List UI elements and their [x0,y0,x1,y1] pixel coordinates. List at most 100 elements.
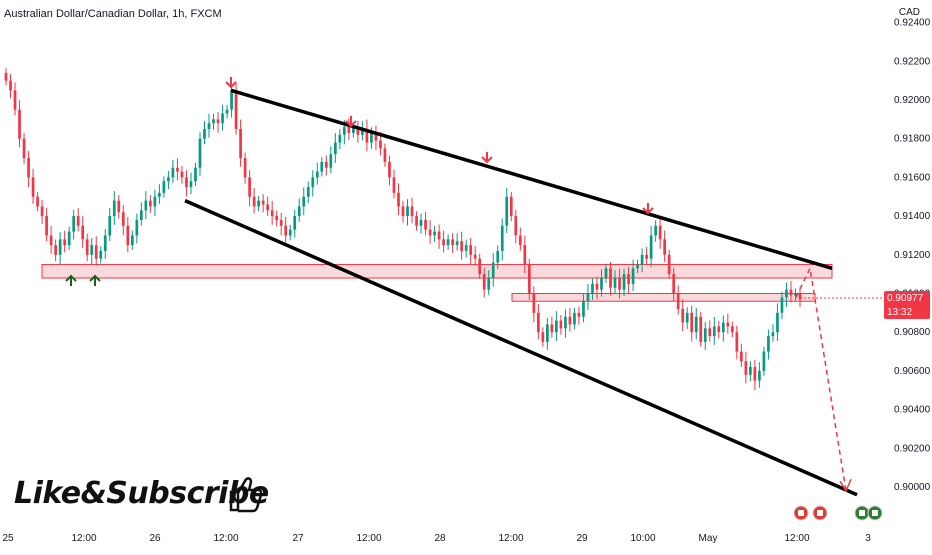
projection-arrowhead [839,478,852,493]
candle-body [604,268,608,279]
candle-body [194,167,197,182]
candle-body [63,239,67,246]
y-tick-label: 0.91800 [894,134,931,145]
candles [4,68,802,391]
candle-body [27,158,30,178]
candle-body [4,72,8,81]
candle-body [252,196,256,207]
candle-body [645,254,648,259]
candle-body [496,250,500,263]
candle-body [739,351,743,362]
x-tick-label: 27 [292,533,304,544]
candle-body [636,264,639,269]
candle-body [541,332,545,342]
x-tick-label: 12:00 [213,533,238,544]
candle-body [505,196,509,226]
candle-body [550,324,554,333]
candle-body [509,196,513,217]
candle-body [446,239,450,246]
candle-body [794,293,797,296]
candle-body [726,322,730,327]
candle-body [176,167,179,172]
candle-body [58,239,62,255]
candle-body [744,361,748,375]
candle-body [663,239,667,255]
y-tick-label: 0.91400 [894,211,931,222]
candle-body [415,216,418,226]
candle-body [257,200,260,207]
candle-body [153,196,157,207]
candle-body [780,297,784,313]
candle-body [609,268,612,288]
candle-body [248,177,251,197]
candle-body [36,196,39,207]
candle-body [730,326,734,333]
resistance-zone [41,263,833,279]
candle-body [658,225,662,240]
candle-body [49,235,53,246]
price-axis: 0.92400 0.92200 0.92000 0.91800 0.91600 0.914… [894,18,931,493]
candle-body [555,320,558,333]
candle-body [189,181,193,188]
candle-body [672,274,676,294]
x-tick-label: 12:00 [498,533,523,544]
y-tick-label: 0.92200 [894,56,931,67]
candle-body [112,200,116,217]
candle-body [320,161,324,172]
candle-body [324,161,328,168]
candle-body [627,274,630,284]
candle-body [342,127,346,135]
canada-flag-icon [793,505,809,521]
candle-body [347,127,351,133]
candle-body [577,312,581,317]
candle-body [559,320,563,329]
candle-body [297,206,301,217]
candle-body [81,225,85,240]
candle-body [749,367,752,375]
candle-body [302,196,306,207]
candle-body [185,177,188,188]
candle-body [532,293,536,313]
candle-body [22,138,26,159]
candle-body [514,216,518,236]
y-tick-label: 0.90600 [894,366,931,377]
candle-body [121,212,125,226]
candle-body [487,278,491,290]
candle-body [536,312,540,333]
candle-body [491,262,495,279]
candle-body [90,245,94,255]
like-subscribe-text: Like&Subscribe [14,476,269,511]
chart-title: Australian Dollar/Canadian Dollar, 1h, F… [4,8,222,20]
candle-body [374,132,378,141]
candle-body [654,225,657,236]
countdown-timer: 13:32 [887,307,913,318]
candle-body [482,274,486,290]
x-tick-label: 29 [576,533,588,544]
candle-body [216,119,220,124]
candle-body [361,129,364,135]
candle-body [667,254,671,275]
x-tick-label: 28 [434,533,446,544]
last-price-value: 0.90977 [887,293,924,304]
up-arrow-icon [89,274,101,286]
candle-body [171,167,175,178]
candle-body [383,148,387,162]
candle-body [397,192,400,207]
candle-body [690,312,694,333]
candle-body [546,324,549,342]
candle-body [9,80,12,91]
candle-body [681,308,685,323]
candle-body [600,278,603,290]
candle-body [460,241,464,251]
candle-body [379,140,382,149]
candle-body [591,283,594,294]
y-tick-label: 0.90400 [894,405,931,416]
candle-body [613,278,617,288]
candle-body [126,225,130,246]
candle-body [703,328,707,342]
candle-body [117,200,121,213]
candle-body [523,245,527,265]
candle-body [428,229,432,236]
